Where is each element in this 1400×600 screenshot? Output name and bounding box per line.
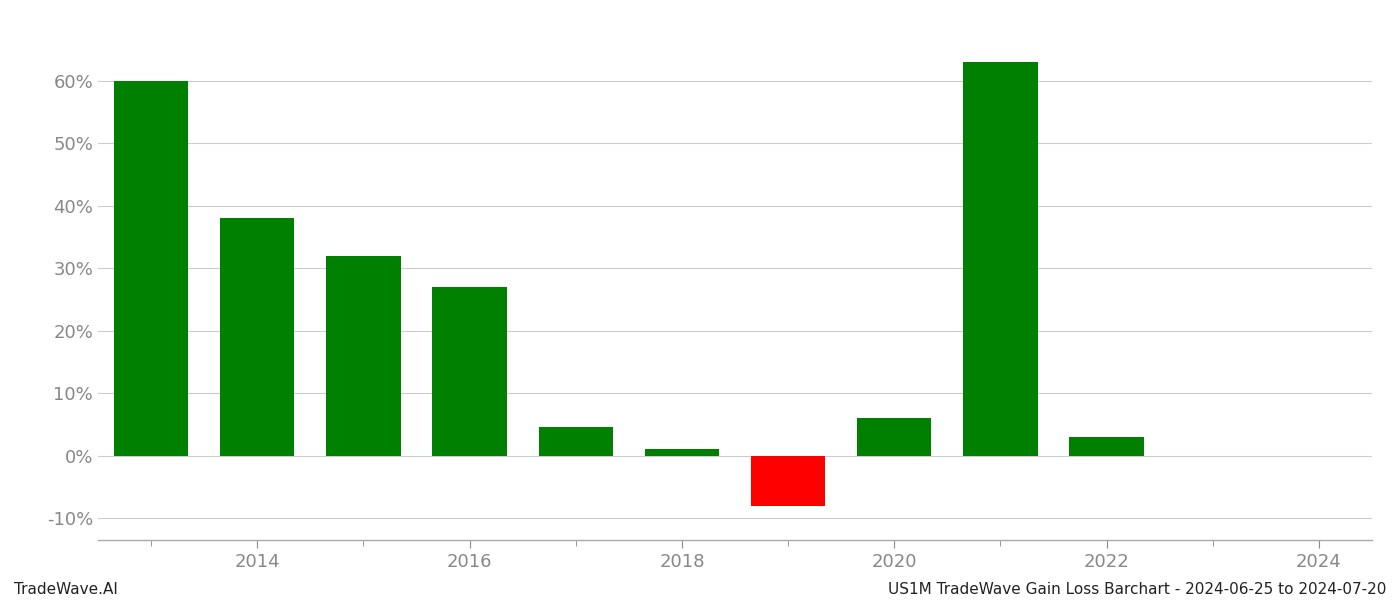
Bar: [645, 449, 720, 455]
Bar: [113, 80, 188, 455]
Bar: [433, 287, 507, 455]
Bar: [539, 427, 613, 455]
Bar: [220, 218, 294, 455]
Bar: [750, 455, 825, 506]
Text: TradeWave.AI: TradeWave.AI: [14, 582, 118, 597]
Bar: [857, 418, 931, 455]
Bar: [963, 62, 1037, 455]
Text: US1M TradeWave Gain Loss Barchart - 2024-06-25 to 2024-07-20: US1M TradeWave Gain Loss Barchart - 2024…: [888, 582, 1386, 597]
Bar: [326, 256, 400, 455]
Bar: [1070, 437, 1144, 455]
